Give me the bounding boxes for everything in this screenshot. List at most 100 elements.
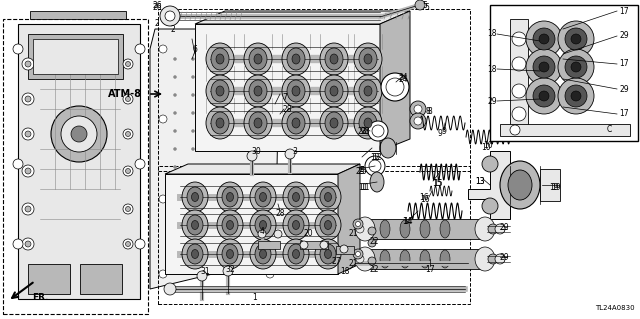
Ellipse shape	[191, 249, 198, 258]
Ellipse shape	[250, 210, 276, 240]
Bar	[365, 219, 485, 239]
Circle shape	[173, 147, 177, 151]
Ellipse shape	[400, 220, 410, 238]
Ellipse shape	[288, 187, 304, 207]
Circle shape	[533, 56, 555, 78]
Circle shape	[159, 45, 167, 53]
Circle shape	[209, 166, 212, 168]
Circle shape	[125, 241, 131, 247]
Circle shape	[25, 131, 31, 137]
Text: 7: 7	[283, 93, 287, 101]
Circle shape	[526, 21, 562, 57]
Circle shape	[223, 266, 233, 276]
Circle shape	[191, 183, 195, 187]
Ellipse shape	[380, 250, 390, 268]
Text: 12: 12	[371, 153, 380, 162]
Circle shape	[571, 91, 581, 101]
Polygon shape	[195, 11, 410, 24]
Polygon shape	[338, 164, 360, 274]
Ellipse shape	[420, 220, 430, 238]
Circle shape	[71, 126, 87, 142]
Circle shape	[258, 230, 266, 238]
Circle shape	[356, 225, 364, 233]
Circle shape	[355, 221, 360, 226]
Ellipse shape	[320, 107, 348, 139]
Circle shape	[246, 219, 248, 222]
Ellipse shape	[182, 210, 208, 240]
Circle shape	[266, 45, 274, 53]
Circle shape	[368, 257, 376, 265]
Ellipse shape	[222, 215, 238, 235]
Bar	[30, 11, 126, 19]
Circle shape	[209, 93, 212, 97]
Text: 11: 11	[358, 182, 368, 191]
Circle shape	[173, 130, 177, 132]
Circle shape	[533, 85, 555, 107]
Ellipse shape	[292, 220, 300, 229]
Circle shape	[512, 32, 526, 46]
Ellipse shape	[355, 247, 375, 271]
Text: 21: 21	[348, 259, 358, 269]
Bar	[500, 124, 630, 136]
Circle shape	[191, 112, 195, 115]
Circle shape	[571, 62, 581, 72]
Text: 23: 23	[357, 127, 367, 136]
Bar	[258, 241, 280, 249]
Ellipse shape	[244, 107, 272, 139]
Circle shape	[246, 112, 248, 115]
Circle shape	[13, 239, 23, 249]
Text: 17: 17	[619, 109, 628, 118]
Circle shape	[135, 44, 145, 54]
Circle shape	[353, 219, 363, 229]
Circle shape	[368, 121, 388, 141]
Ellipse shape	[187, 187, 203, 207]
Circle shape	[173, 112, 177, 115]
Circle shape	[558, 21, 594, 57]
Ellipse shape	[315, 182, 341, 212]
Ellipse shape	[354, 43, 382, 75]
Ellipse shape	[182, 182, 208, 212]
Circle shape	[571, 34, 581, 44]
Circle shape	[533, 28, 555, 50]
Circle shape	[386, 78, 404, 96]
Circle shape	[191, 166, 195, 168]
Bar	[540, 169, 560, 201]
Circle shape	[191, 219, 195, 222]
Ellipse shape	[330, 86, 338, 96]
Ellipse shape	[288, 244, 304, 264]
Text: 18: 18	[487, 64, 497, 73]
Ellipse shape	[206, 107, 234, 139]
Circle shape	[266, 270, 274, 278]
Text: 25: 25	[357, 167, 367, 175]
Circle shape	[173, 238, 177, 241]
Ellipse shape	[440, 220, 450, 238]
Circle shape	[209, 57, 212, 61]
Circle shape	[227, 202, 230, 204]
Ellipse shape	[222, 244, 238, 264]
Ellipse shape	[364, 86, 372, 96]
Ellipse shape	[211, 112, 229, 134]
Circle shape	[191, 57, 195, 61]
Ellipse shape	[292, 192, 300, 202]
Text: 4: 4	[260, 226, 264, 235]
Ellipse shape	[355, 217, 375, 241]
Circle shape	[246, 166, 248, 168]
Circle shape	[488, 224, 498, 234]
Text: 2: 2	[171, 25, 175, 33]
Circle shape	[495, 224, 505, 234]
Circle shape	[227, 166, 230, 168]
Circle shape	[482, 198, 498, 214]
Bar	[336, 246, 354, 254]
Circle shape	[123, 166, 133, 176]
Circle shape	[227, 183, 230, 187]
Circle shape	[209, 202, 212, 204]
Ellipse shape	[282, 75, 310, 107]
Ellipse shape	[244, 43, 272, 75]
Text: 17: 17	[619, 60, 628, 69]
Circle shape	[125, 168, 131, 174]
Circle shape	[565, 85, 587, 107]
Circle shape	[22, 238, 34, 250]
Circle shape	[512, 57, 526, 71]
Ellipse shape	[370, 172, 384, 192]
Ellipse shape	[320, 244, 336, 264]
